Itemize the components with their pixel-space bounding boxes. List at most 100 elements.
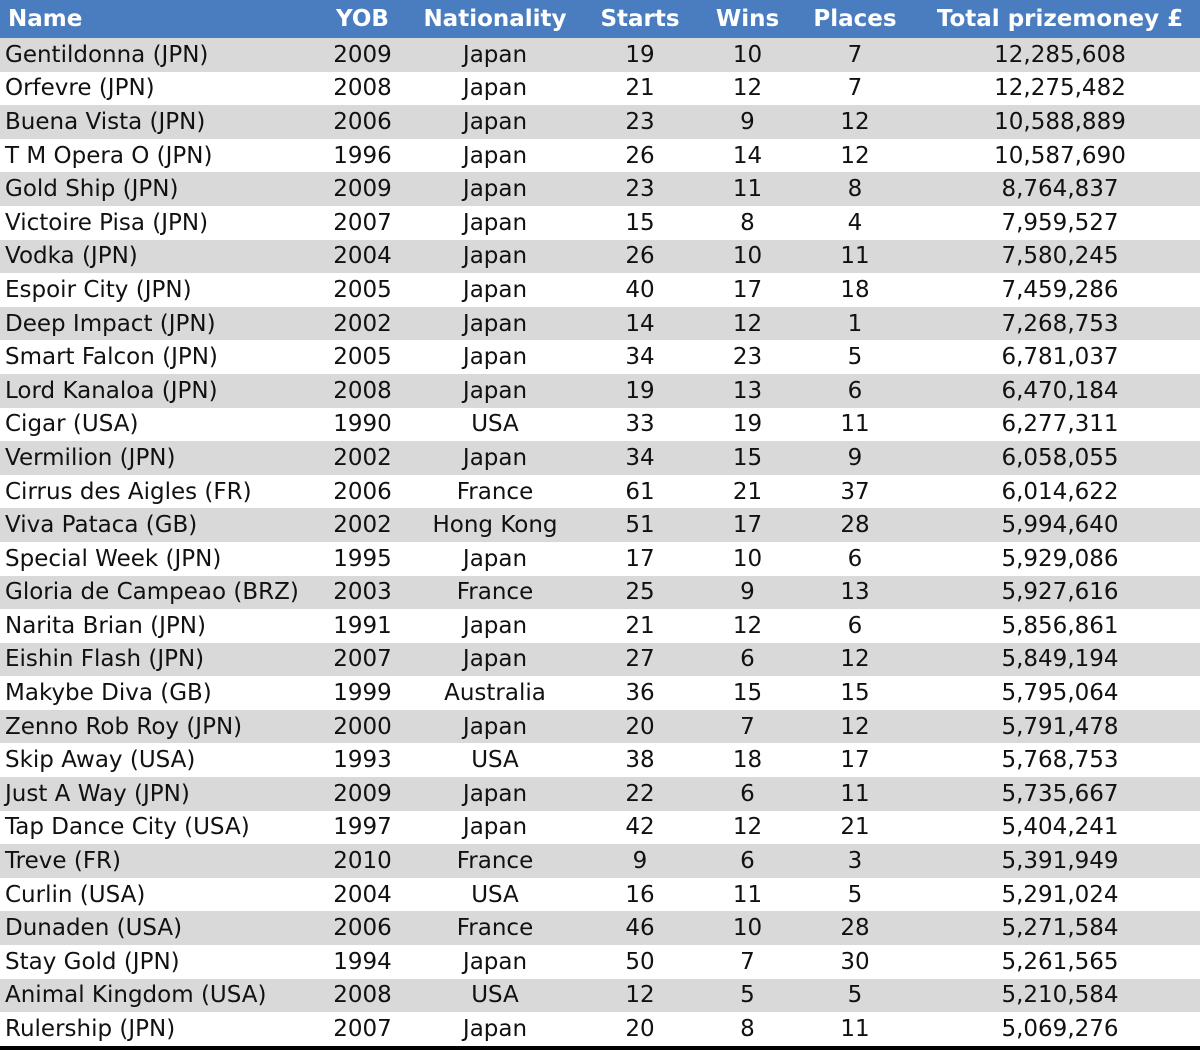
table-cell: 17 xyxy=(840,747,870,774)
table-cell: 34 xyxy=(625,444,655,471)
table-cell: 2009 xyxy=(333,780,392,807)
header-cell: Wins xyxy=(715,6,780,32)
table-cell: 7,268,753 xyxy=(1001,310,1119,337)
table-cell: 40 xyxy=(625,276,655,303)
table-cell: USA xyxy=(471,747,519,774)
table-cell: 2004 xyxy=(333,881,392,908)
table-cell: 2008 xyxy=(333,982,392,1009)
table-cell: Rulership (JPN) xyxy=(5,1016,176,1043)
table-cell: 12 xyxy=(732,310,763,337)
table-cell: 2005 xyxy=(333,344,392,371)
table-cell: 10,588,889 xyxy=(994,108,1126,135)
table-cell: 15 xyxy=(732,444,763,471)
table-cell: Japan xyxy=(462,142,528,169)
table-cell: Skip Away (USA) xyxy=(5,747,196,774)
table-cell: 12 xyxy=(732,75,763,102)
table-cell: 5,404,241 xyxy=(1001,814,1119,841)
table-cell: 18 xyxy=(732,747,763,774)
table-cell: 17 xyxy=(732,512,763,539)
table-cell: Gloria de Campeao (BRZ) xyxy=(5,579,299,606)
table-cell: Japan xyxy=(462,276,528,303)
table-cell: Special Week (JPN) xyxy=(5,545,222,572)
table-cell: 10 xyxy=(732,41,763,68)
table-cell: Japan xyxy=(462,713,528,740)
table-cell: Gold Ship (JPN) xyxy=(5,176,179,203)
table-cell: 5 xyxy=(847,982,863,1009)
table-cell: Japan xyxy=(462,646,528,673)
table-cell: 6 xyxy=(740,646,755,673)
table-cell: 2007 xyxy=(333,646,392,673)
table-cell: 22 xyxy=(625,780,655,807)
table-cell: 2000 xyxy=(333,713,392,740)
table-cell: 5,994,640 xyxy=(1001,512,1119,539)
table-row: Dunaden (USA) 2006 France 46 10 28 5,271,584 xyxy=(0,911,1200,946)
table-cell: 7 xyxy=(847,41,863,68)
table-cell: 6,014,622 xyxy=(1001,478,1119,505)
table-cell: Vermilion (JPN) xyxy=(5,444,176,471)
table-cell: 11 xyxy=(732,176,763,203)
table-cell: 8,764,837 xyxy=(1001,176,1119,203)
table-cell: 8 xyxy=(740,1016,755,1043)
table-cell: Japan xyxy=(462,814,528,841)
table-cell: 46 xyxy=(625,915,655,942)
table-cell: 5,929,086 xyxy=(1001,545,1119,572)
table-cell: 50 xyxy=(625,948,655,975)
table-cell: 20 xyxy=(625,713,655,740)
table-cell: 12 xyxy=(732,612,763,639)
table-cell: Japan xyxy=(462,41,528,68)
table-cell: Espoir City (JPN) xyxy=(5,276,192,303)
table-cell: 51 xyxy=(625,512,655,539)
table-cell: 26 xyxy=(625,243,655,270)
table-row: Makybe Diva (GB) 1999 Australia 36 15 15 5,795… xyxy=(0,676,1200,710)
table-cell: Japan xyxy=(462,108,528,135)
table-cell: Deep Impact (JPN) xyxy=(5,310,216,337)
table-cell: 7,959,527 xyxy=(1001,209,1119,236)
table-cell: 21 xyxy=(732,478,763,505)
header-row: Name YOB Nationality Starts Wins Places Total … xyxy=(0,0,1200,38)
table-cell: Japan xyxy=(462,243,528,270)
table-cell: 10 xyxy=(732,915,763,942)
table-row: Orfevre (JPN) 2008 Japan 21 12 7 12,275,482 xyxy=(0,72,1200,106)
table-cell: Cirrus des Aigles (FR) xyxy=(5,478,252,505)
table-cell: 12,285,608 xyxy=(994,41,1126,68)
table-cell: 10 xyxy=(732,243,763,270)
table-cell: 1991 xyxy=(333,612,392,639)
table-cell: Zenno Rob Roy (JPN) xyxy=(5,713,243,740)
table-cell: 9 xyxy=(740,108,755,135)
table-cell: 14 xyxy=(732,142,763,169)
table-cell: 2008 xyxy=(333,377,392,404)
table-row: Gold Ship (JPN) 2009 Japan 23 11 8 8,764,837 xyxy=(0,172,1200,206)
table-cell: 23 xyxy=(732,344,763,371)
table-cell: 6 xyxy=(847,612,863,639)
table-cell: Japan xyxy=(462,780,528,807)
table-cell: 30 xyxy=(840,948,870,975)
table-cell: 2005 xyxy=(333,276,392,303)
table-row: Viva Pataca (GB) 2002 Hong Kong 51 17 28 5,994… xyxy=(0,508,1200,542)
table-cell: 5,735,667 xyxy=(1001,780,1119,807)
table-cell: 5,768,753 xyxy=(1001,747,1119,774)
table-row: Treve (FR) 2010 France 9 6 3 5,391,949 xyxy=(0,844,1200,878)
table-cell: 6,058,055 xyxy=(1001,444,1119,471)
table-cell: Japan xyxy=(462,75,528,102)
table-cell: 9 xyxy=(632,848,648,875)
table-row: Stay Gold (JPN) 1994 Japan 50 7 30 5,261,565 xyxy=(0,945,1200,979)
header-cell: Nationality xyxy=(423,6,567,32)
table-cell: 38 xyxy=(625,747,655,774)
table-row: Lord Kanaloa (JPN) 2008 Japan 19 13 6 6,470,18… xyxy=(0,373,1200,408)
table-cell: 9 xyxy=(847,444,863,471)
table-cell: 1993 xyxy=(333,747,392,774)
table-row: Vermilion (JPN) 2002 Japan 34 15 9 6,058,055 xyxy=(0,441,1200,475)
table-cell: 5,291,024 xyxy=(1001,881,1119,908)
table-cell: 61 xyxy=(625,478,655,505)
table-cell: 19 xyxy=(625,377,655,404)
table-cell: 5,210,584 xyxy=(1001,982,1119,1009)
table-cell: Japan xyxy=(462,209,528,236)
table-cell: 6,277,311 xyxy=(1001,411,1119,438)
table-cell: Cigar (USA) xyxy=(5,411,139,438)
table-cell: 5 xyxy=(847,881,863,908)
table-row: Narita Brian (JPN) 1991 Japan 21 12 6 5,856,86… xyxy=(0,609,1200,643)
table-cell: 16 xyxy=(625,881,655,908)
table-cell: Tap Dance City (USA) xyxy=(5,814,250,841)
table-cell: Japan xyxy=(462,310,528,337)
table-cell: 9 xyxy=(740,579,755,606)
